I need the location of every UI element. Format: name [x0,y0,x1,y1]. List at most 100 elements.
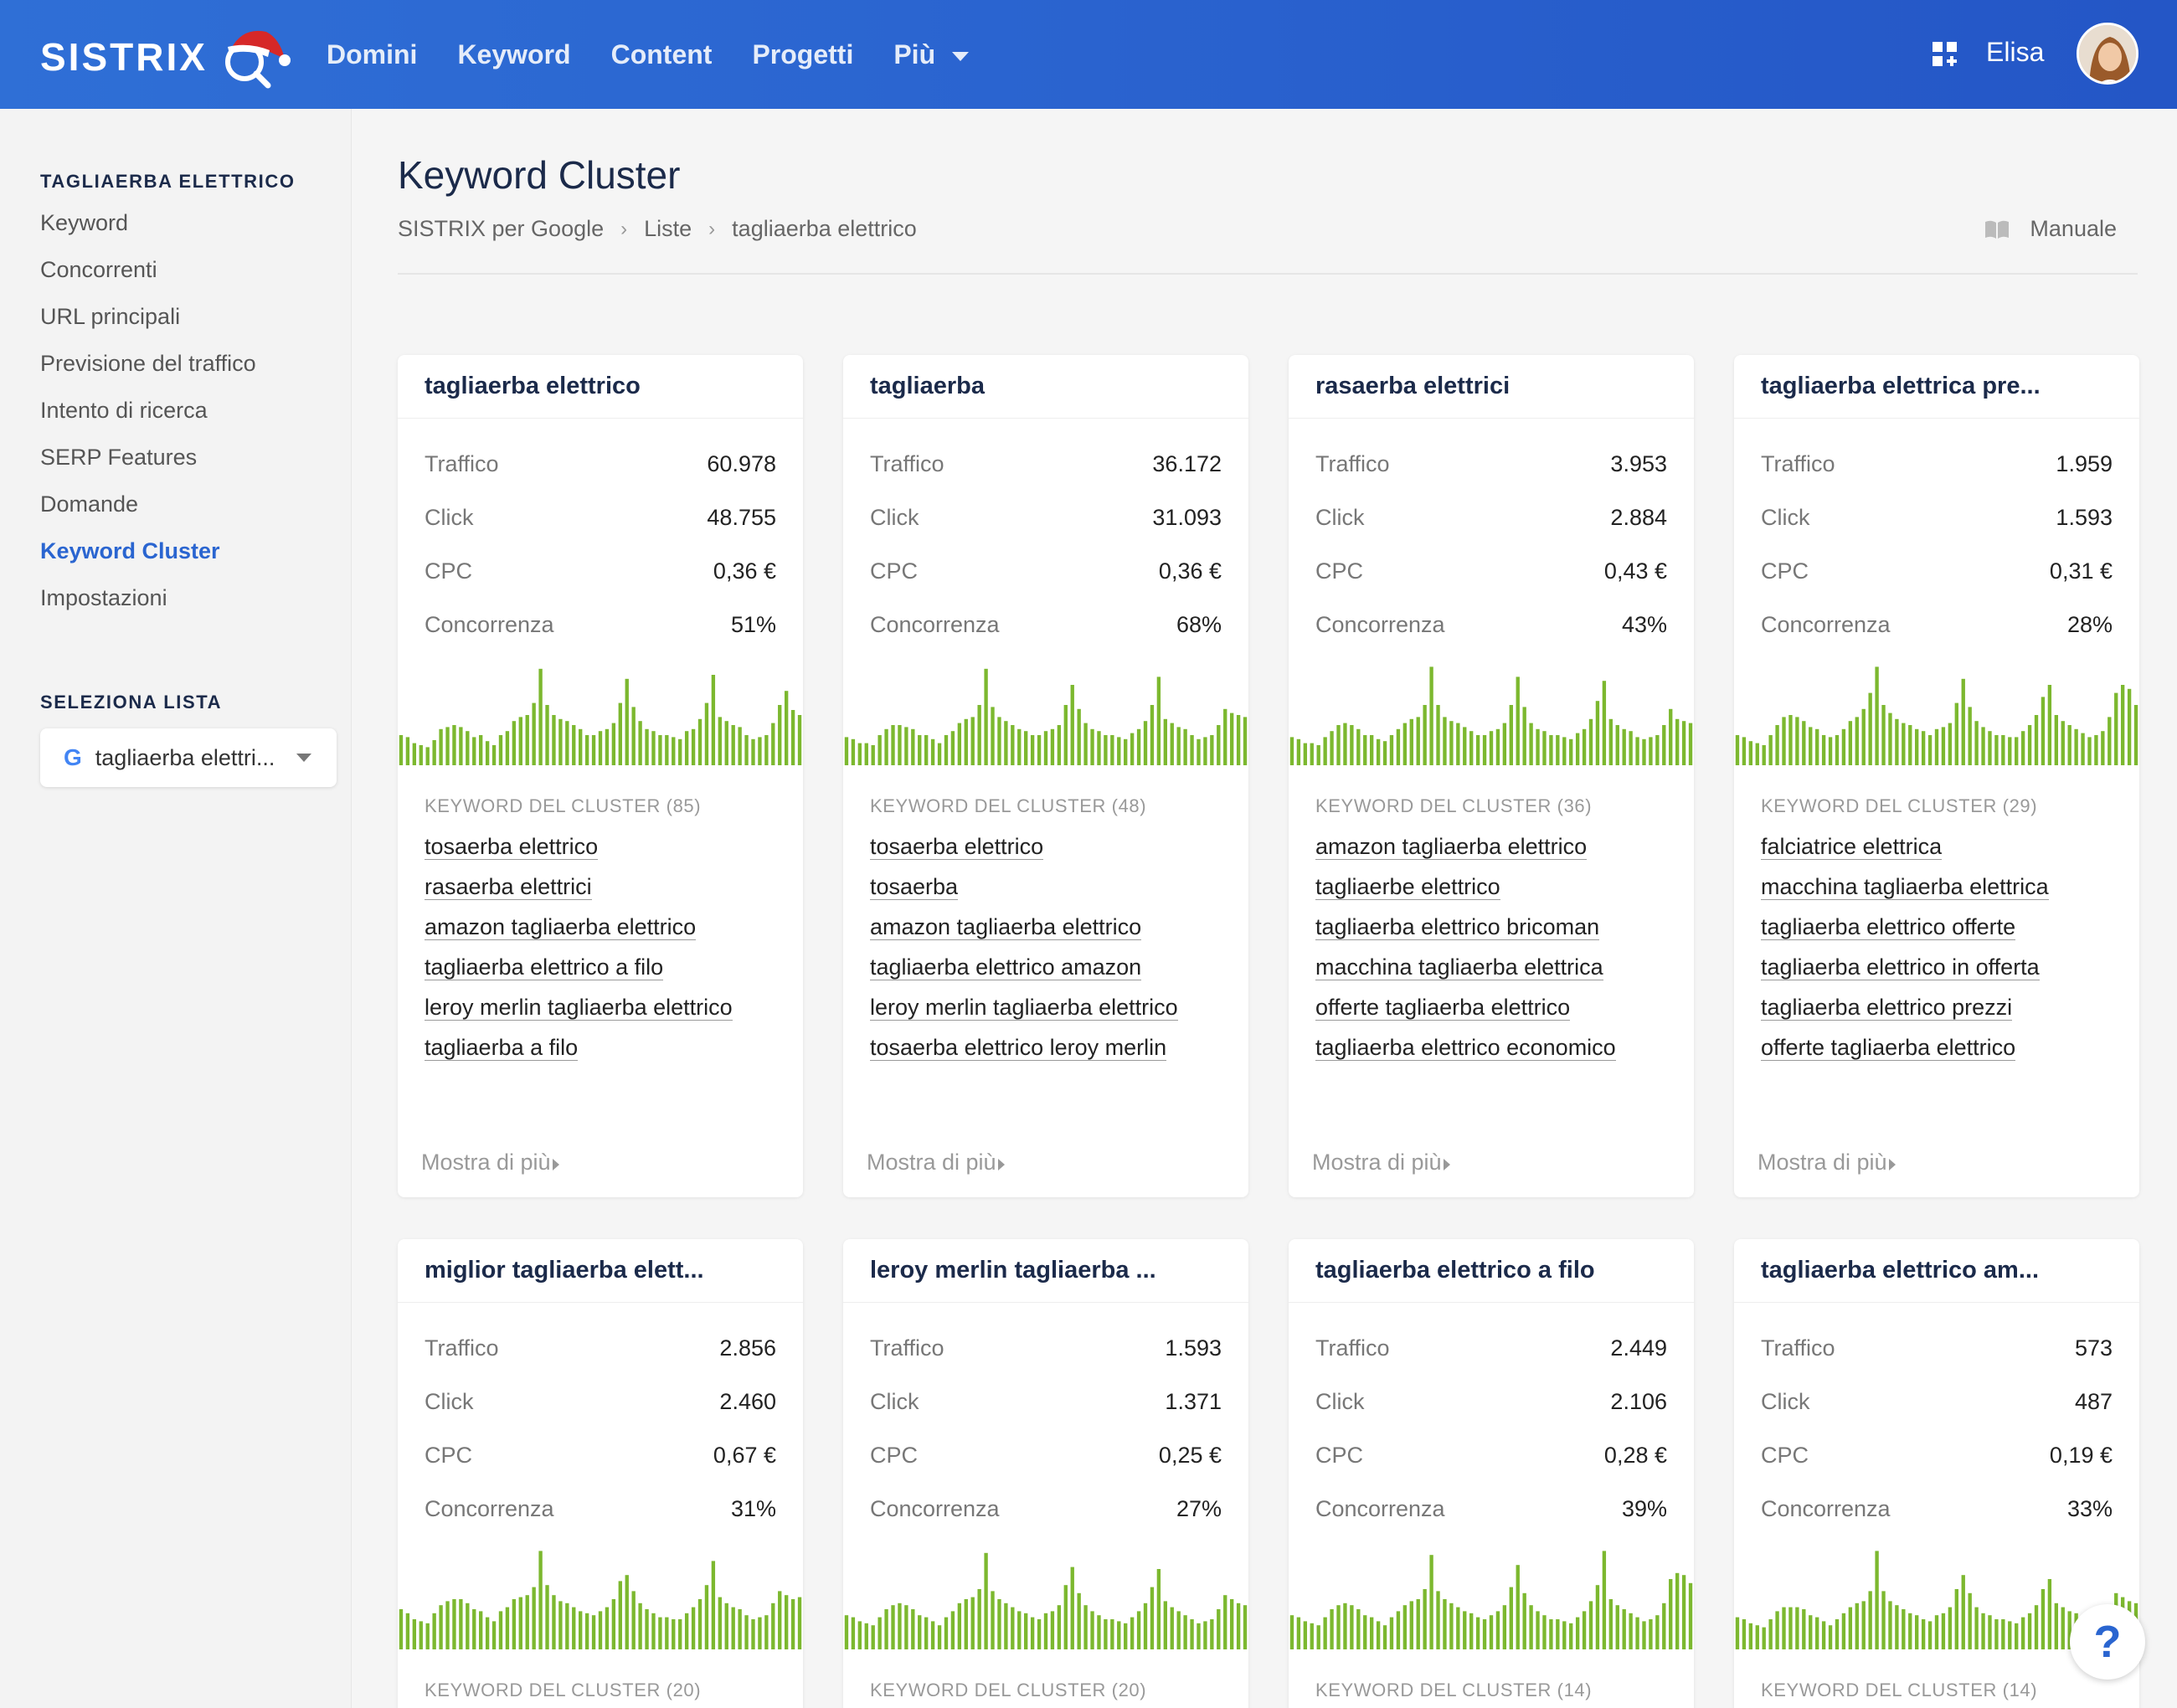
trend-bar [1635,1617,1639,1649]
trend-bar [611,1599,616,1649]
nav-keyword[interactable]: Keyword [457,39,571,69]
keyword-link[interactable]: tosaerba elettrico [870,834,1044,860]
competition-row: Concorrenza 33% [1761,1482,2113,1536]
traffic-label: Traffico [870,450,944,476]
sidebar-item-serp-features[interactable]: SERP Features [40,445,198,470]
keyword-link[interactable]: macchina tagliaerba elettrica [1315,954,1603,980]
trend-bar [525,1595,529,1649]
cluster-title[interactable]: leroy merlin tagliaerba ... [843,1239,1248,1303]
keyword-link[interactable]: amazon tagliaerba elettrico [425,914,697,940]
trend-bar [1396,1611,1401,1649]
trend-bar [1382,1625,1387,1649]
keyword-link[interactable]: tagliaerba elettrico in offerta [1761,954,2040,980]
breadcrumb-item[interactable]: Liste [644,216,692,241]
apps-grid-icon[interactable] [1933,42,1958,67]
cluster-title[interactable]: tagliaerba [843,355,1248,419]
keyword-link[interactable]: tosaerba elettrico [425,834,599,860]
list-item: tosaerba elettrico [425,832,803,872]
sistrix-logo[interactable]: SISTRIX [40,23,295,90]
cluster-title[interactable]: rasaerba elettrici [1289,355,1694,419]
cluster-card: tagliaerba elettrico am... Traffico 573 C… [1734,1239,2139,1708]
keyword-link[interactable]: amazon tagliaerba elettrico [1315,834,1588,860]
trend-bar [405,737,410,765]
breadcrumb-item[interactable]: SISTRIX per Google [398,216,605,241]
trend-bar [1416,1599,1420,1649]
trend-bar [937,1625,942,1649]
trend-bar [2001,1619,2005,1649]
show-more-link[interactable]: Mostra di più [421,1150,559,1176]
trend-bar [964,718,968,765]
keyword-link[interactable]: leroy merlin tagliaerba elettrico [870,995,1178,1021]
trend-bar [1097,1615,1101,1649]
sidebar-item-intento-ricerca[interactable]: Intento di ricerca [40,398,208,423]
keyword-link[interactable]: amazon tagliaerba elettrico [870,914,1142,940]
trend-bar [1416,717,1420,765]
keyword-link[interactable]: tosaerba elettrico leroy merlin [870,1035,1167,1061]
trend-bar [1117,737,1121,765]
keyword-link[interactable]: offerte tagliaerba elettrico [1315,995,1571,1021]
avatar-portrait-icon [2079,25,2136,82]
keyword-link[interactable]: tagliaerba elettrico amazon [870,954,1142,980]
trend-bar [1994,1619,1999,1649]
trend-bar [1669,708,1673,765]
user-avatar[interactable] [2077,23,2138,85]
trend-bar [1748,741,1753,765]
keyword-link[interactable]: tagliaerba elettrico economico [1315,1035,1616,1061]
trend-sparkline [399,668,802,765]
trend-bar [1150,1587,1155,1649]
nav-content[interactable]: Content [610,39,713,69]
cluster-title[interactable]: tagliaerba elettrica pre... [1734,355,2139,419]
trend-bar [1948,1607,1953,1649]
trend-bar [924,1617,929,1649]
keyword-link[interactable]: tosaerba [870,874,959,900]
keyword-link[interactable]: tagliaerbe elettrico [1315,874,1500,900]
sidebar-item-keyword[interactable]: Keyword [40,210,129,235]
cluster-title[interactable]: tagliaerba elettrico a filo [1289,1239,1694,1303]
nav-domini[interactable]: Domini [327,39,418,69]
main-navigation: Domini Keyword Content Progetti Più [327,0,1009,109]
keyword-link[interactable]: tagliaerba a filo [425,1035,579,1061]
trend-bar [1117,1621,1121,1649]
cluster-title[interactable]: tagliaerba elettrico [398,355,803,419]
trend-bar [625,1575,629,1649]
show-more-link[interactable]: Mostra di più [867,1150,1005,1176]
keyword-link[interactable]: macchina tagliaerba elettrica [1761,874,2049,900]
keyword-link[interactable]: rasaerba elettrici [425,874,592,900]
sidebar-item-keyword-cluster[interactable]: Keyword Cluster [40,538,220,563]
cpc-value: 0,28 € [1603,1442,1667,1468]
sidebar-item-impostazioni[interactable]: Impostazioni [40,585,167,610]
keyword-link[interactable]: tagliaerba elettrico prezzi [1761,995,2013,1021]
trend-bar [1868,1591,1872,1649]
cpc-value: 0,36 € [713,558,776,584]
keyword-link[interactable]: tagliaerba elettrico bricoman [1315,914,1600,940]
show-more-link[interactable]: Mostra di più [1758,1150,1896,1176]
trend-bar [1396,728,1401,765]
list-select-dropdown[interactable]: G tagliaerba elettri... [40,728,337,787]
show-more-link[interactable]: Mostra di più [1312,1150,1450,1176]
sidebar-item-previsione-traffico[interactable]: Previsione del traffico [40,351,256,376]
trend-bar [1057,725,1062,765]
cluster-title[interactable]: tagliaerba elettrico am... [1734,1239,2139,1303]
trend-bar [891,1605,895,1649]
user-name[interactable]: Elisa [1986,37,2045,67]
traffic-label: Traffico [870,1335,944,1361]
keyword-link[interactable]: leroy merlin tagliaerba elettrico [425,995,733,1021]
sidebar-item-url-principali[interactable]: URL principali [40,304,181,329]
help-button[interactable]: ? [2070,1604,2145,1680]
trend-bar [1343,723,1347,765]
keyword-link[interactable]: falciatrice elettrica [1761,834,1943,860]
nav-progetti[interactable]: Progetti [752,39,854,69]
cluster-title[interactable]: miglior tagliaerba elett... [398,1239,803,1303]
sidebar-item-concorrenti[interactable]: Concorrenti [40,257,157,282]
nav-more[interactable]: Più [893,39,970,70]
keyword-link[interactable]: tagliaerba elettrico a filo [425,954,664,980]
keyword-link[interactable]: tagliaerba elettrico offerte [1761,914,2016,940]
trend-bar [797,1597,802,1649]
trend-bar [505,1607,510,1649]
trend-bar [1742,737,1747,765]
trend-bar [1323,1617,1327,1649]
keyword-link[interactable]: offerte tagliaerba elettrico [1761,1035,2016,1061]
sidebar-item-domande[interactable]: Domande [40,491,139,517]
trend-bar [532,702,536,765]
manual-link[interactable]: Manuale [1984,216,2117,242]
